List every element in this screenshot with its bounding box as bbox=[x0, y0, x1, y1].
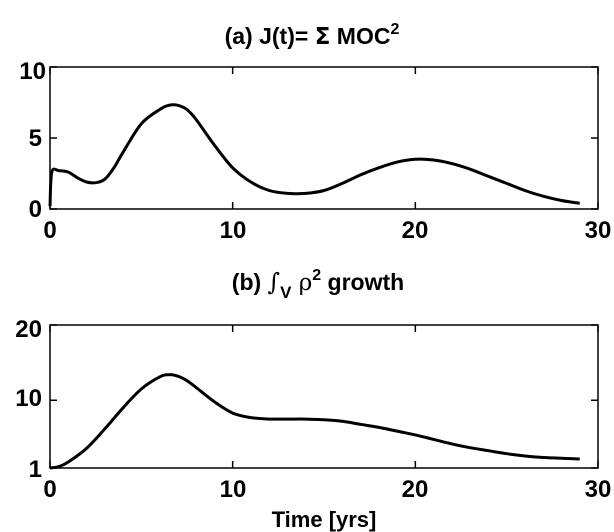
panel-b-ytick-label: 10 bbox=[15, 385, 42, 412]
panel-b-xtick-label: 10 bbox=[220, 476, 247, 503]
panel-b-xlabel: Time [yrs] bbox=[272, 507, 377, 532]
panel-a-xtick-label: 20 bbox=[402, 217, 429, 244]
panel-a-ytick-label: 0 bbox=[29, 196, 42, 223]
panel-a-ytick-label: 5 bbox=[29, 125, 42, 152]
panel-a-title-symbol: Σ bbox=[315, 24, 331, 50]
panel-a-title-body: MOC bbox=[330, 23, 390, 49]
panel-a-plot bbox=[48, 66, 599, 210]
panel-a-xtick-label: 10 bbox=[220, 217, 247, 244]
panel-a-ytick-label: 10 bbox=[19, 58, 46, 85]
panel-b-series-line bbox=[49, 373, 580, 470]
panel-a-title-prefix: (a) J(t)= bbox=[225, 23, 315, 49]
panel-b-xtick-label: 0 bbox=[43, 476, 56, 503]
panel-b-title-integral: ∫ bbox=[268, 268, 281, 296]
panel-a-xtick-label: 0 bbox=[43, 217, 56, 244]
panel-b-title-prefix: (b) bbox=[232, 269, 268, 295]
panel-b-xtick-label: 30 bbox=[585, 476, 612, 503]
panel-a-title-sup: 2 bbox=[390, 21, 399, 38]
panel-b-title: (b) ∫V ρ2 growth bbox=[232, 267, 404, 302]
panel-b-title-body: growth bbox=[321, 269, 404, 295]
panel-b-ytick-label: 20 bbox=[15, 316, 42, 343]
panel-b-xtick-label: 20 bbox=[402, 476, 429, 503]
panel-a-xtick-label: 30 bbox=[585, 217, 612, 244]
panel-b-title-sup: 2 bbox=[312, 267, 321, 284]
panel-b-axes-box bbox=[49, 324, 599, 469]
panel-b-title-sub: V bbox=[280, 283, 292, 302]
panel-b-title-rho: ρ bbox=[291, 270, 312, 296]
panel-a-title: (a) J(t)= Σ MOC2 bbox=[225, 21, 400, 50]
panel-b-ytick-label: 1 bbox=[29, 456, 42, 483]
panel-b-plot bbox=[49, 324, 599, 470]
panel-a-series-line bbox=[48, 103, 580, 207]
